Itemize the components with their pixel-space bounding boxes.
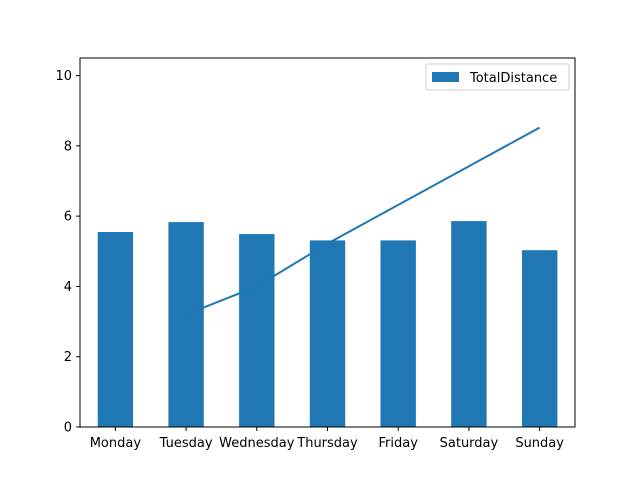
bars-layer xyxy=(97,221,558,427)
y-tick-label: 6 xyxy=(64,210,72,225)
line-layer xyxy=(185,126,541,316)
trend-line xyxy=(185,126,541,316)
y-tick-label: 10 xyxy=(55,69,72,84)
legend: TotalDistance xyxy=(425,63,570,91)
legend-box xyxy=(425,63,570,91)
bar-tuesday xyxy=(168,222,204,427)
x-tick-label-friday: Friday xyxy=(379,436,419,451)
x-tick-label-saturday: Saturday xyxy=(440,436,499,451)
y-tick-label: 8 xyxy=(64,139,72,154)
bar-sunday xyxy=(522,250,558,427)
y-axis: 0 2 4 6 8 10 xyxy=(55,69,80,436)
x-tick-label-wednesday: Wednesday xyxy=(219,436,295,451)
bar-thursday xyxy=(309,240,346,427)
x-tick-label-sunday: Sunday xyxy=(515,436,564,451)
y-tick-label: 4 xyxy=(64,280,72,295)
bar-saturday xyxy=(451,221,487,427)
legend-label: TotalDistance xyxy=(469,71,557,86)
x-tick-label-thursday: Thursday xyxy=(296,436,358,451)
bar-friday xyxy=(380,240,416,427)
legend-swatch xyxy=(432,72,459,82)
x-tick-label-tuesday: Tuesday xyxy=(159,436,213,451)
x-tick-label-monday: Monday xyxy=(90,436,142,451)
bar-monday xyxy=(97,232,134,427)
y-tick-label: 0 xyxy=(64,421,72,436)
y-tick-label: 2 xyxy=(64,350,72,365)
bar-wednesday xyxy=(239,234,275,427)
x-axis: Monday Tuesday Wednesday Thursday Friday Satu… xyxy=(90,427,564,451)
